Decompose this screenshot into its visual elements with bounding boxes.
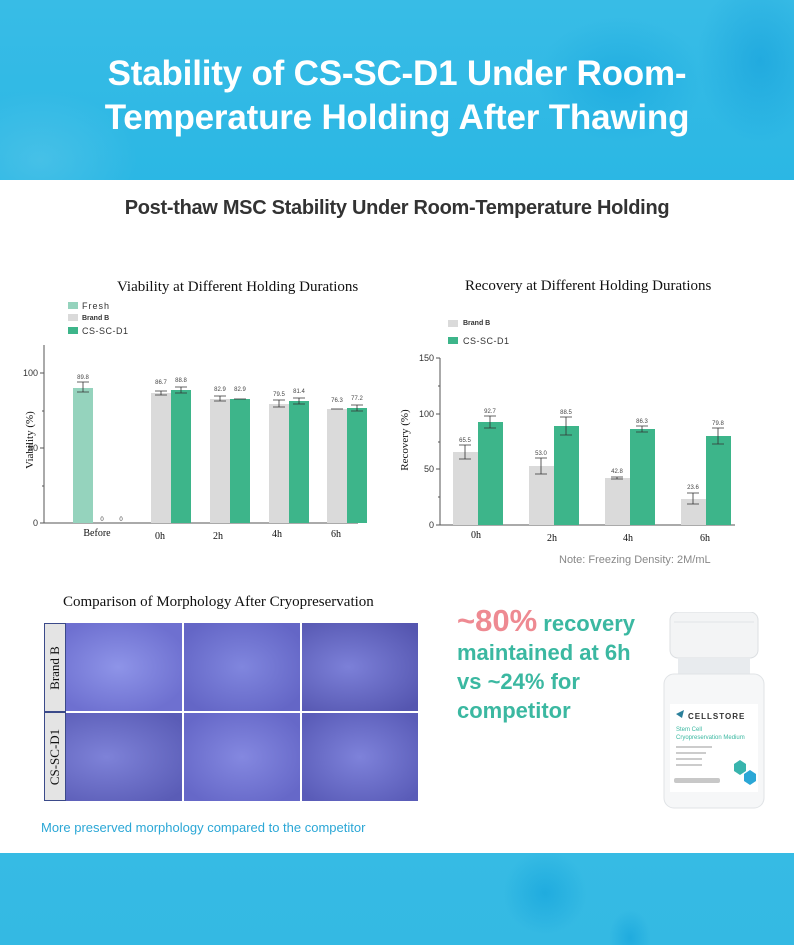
bar-brand-b-2h (529, 466, 554, 525)
page-title-line1: Stability of CS-SC-D1 Under Room- (107, 54, 687, 93)
legend-label-brand-b: Brand B (463, 320, 490, 327)
legend-swatch-brand-b (68, 314, 78, 321)
value-label: 79.5 (273, 392, 285, 398)
header-banner: Stability of CS-SC-D1 Under Room- Temper… (0, 0, 794, 180)
y-tick-150: 150 (419, 353, 434, 363)
bar-brand-b-6h (681, 499, 706, 525)
value-label: 92.7 (484, 409, 496, 415)
bar-cs-sc-d1-4h (289, 401, 309, 523)
bar-brand-b-0h (151, 393, 171, 523)
product-bottle-icon: CELLSTORE Stem Cell Cryopreservation Med… (663, 612, 765, 809)
y-tick-100: 100 (419, 409, 434, 419)
legend-swatch-cs-sc-d1 (68, 327, 78, 334)
y-tick-0: 0 (33, 518, 38, 528)
page-title-line2: Temperature Holding After Thawing (104, 98, 690, 137)
claim-text: maintained at 6h (457, 640, 631, 665)
bar-cs-sc-d1-4h (630, 429, 655, 525)
legend-swatch-cs-sc-d1 (448, 337, 458, 344)
product-name-line1: Stem Cell (676, 727, 702, 733)
row-label-text: Brand B (47, 645, 62, 690)
row-label-brand-b: Brand B (44, 623, 66, 712)
micrograph-brand-b-2 (184, 623, 300, 711)
bar-fresh-before (73, 388, 93, 523)
x-label-6h: 6h (700, 533, 710, 544)
claim-text: recovery (537, 611, 636, 636)
value-label: 88.5 (560, 410, 572, 416)
micrograph-cs-sc-d1-1 (66, 713, 182, 801)
bar-cs-sc-d1-6h (706, 436, 731, 525)
value-label: 53.0 (535, 451, 547, 457)
value-label: 86.3 (636, 419, 648, 425)
recovery-claim: ~80% recovery maintained at 6h vs ~24% f… (457, 603, 657, 725)
value-label: 88.8 (175, 378, 187, 384)
micrograph-brand-b-1 (66, 623, 182, 711)
bar-brand-b-2h (210, 399, 230, 523)
footer-banner (0, 853, 794, 945)
x-label-4h: 4h (272, 529, 282, 540)
claim-text: competitor (457, 698, 571, 723)
y-tick-50: 50 (28, 443, 38, 453)
bar-brand-b-0h (453, 452, 478, 525)
y-tick-50: 50 (424, 464, 434, 474)
claim-text: vs ~24% for (457, 669, 580, 694)
x-label-2h: 2h (213, 531, 223, 542)
x-label-0h: 0h (471, 530, 481, 541)
value-label: 42.8 (611, 469, 623, 475)
value-label: 79.8 (712, 421, 724, 427)
bar-cs-sc-d1-6h (347, 408, 367, 523)
legend-label-fresh: Fresh (82, 301, 110, 311)
x-label-6h: 6h (331, 529, 341, 540)
x-label-2h: 2h (547, 533, 557, 544)
value-label: 89.8 (77, 375, 89, 381)
value-label: 23.6 (687, 485, 699, 491)
micrograph-cs-sc-d1-2 (184, 713, 300, 801)
legend-swatch-fresh (68, 302, 78, 309)
viability-chart: Fresh Brand B CS-SC-D1 100 50 0 Viabilit… (23, 301, 367, 542)
value-label: 0 (119, 517, 123, 523)
page-title: Stability of CS-SC-D1 Under Room- Temper… (0, 52, 794, 140)
morphology-grid: Brand B CS-SC-D1 (44, 623, 418, 801)
x-label-4h: 4h (623, 533, 633, 544)
legend-swatch-brand-b (448, 320, 458, 327)
legend-label-brand-b: Brand B (82, 315, 109, 322)
micrograph-cs-sc-d1-3 (302, 713, 418, 801)
bar-cs-sc-d1-2h (554, 426, 579, 525)
bar-cs-sc-d1-2h (230, 399, 250, 523)
micrograph-brand-b-3 (302, 623, 418, 711)
x-label-0h: 0h (155, 531, 165, 542)
value-label: 0 (100, 517, 104, 523)
freezing-density-note: Note: Freezing Density: 2M/mL (559, 554, 711, 566)
y-axis-label: Recovery (%) (399, 409, 411, 471)
legend-label-cs-sc-d1: CS-SC-D1 (82, 326, 129, 336)
value-label: 81.4 (293, 389, 305, 395)
section-subtitle: Post-thaw MSC Stability Under Room-Tempe… (124, 197, 670, 219)
value-label: 77.2 (351, 396, 363, 402)
bar-brand-b-4h (269, 404, 289, 523)
row-label-text: CS-SC-D1 (47, 728, 62, 785)
row-label-cs-sc-d1: CS-SC-D1 (44, 712, 66, 801)
legend-label-cs-sc-d1: CS-SC-D1 (463, 336, 510, 346)
claim-highlight: ~80% (457, 603, 538, 638)
bar-brand-b-6h (327, 409, 347, 523)
viability-chart-title: Viability at Different Holding Durations (117, 279, 359, 295)
x-label-before: Before (83, 528, 111, 539)
value-label: 65.5 (459, 438, 471, 444)
y-tick-0: 0 (429, 520, 434, 530)
value-label: 86.7 (155, 380, 167, 386)
morphology-title: Comparison of Morphology After Cryoprese… (63, 594, 374, 610)
value-label: 76.3 (331, 398, 343, 404)
bar-cs-sc-d1-0h (478, 422, 503, 525)
value-label: 82.9 (214, 387, 226, 393)
y-tick-100: 100 (23, 368, 38, 378)
recovery-chart-title: Recovery at Different Holding Durations (465, 278, 712, 294)
bar-brand-b-4h (605, 478, 630, 525)
recovery-chart: Brand B CS-SC-D1 150 100 50 0 Recovery (… (399, 320, 735, 544)
morphology-caption: More preserved morphology compared to th… (41, 820, 366, 835)
bar-cs-sc-d1-0h (171, 390, 191, 523)
product-brand: CELLSTORE (688, 712, 745, 721)
product-name-line2: Cryopreservation Medium (676, 735, 745, 741)
y-axis-label: Viability (%) (24, 411, 36, 469)
value-label: 82.9 (234, 387, 246, 393)
